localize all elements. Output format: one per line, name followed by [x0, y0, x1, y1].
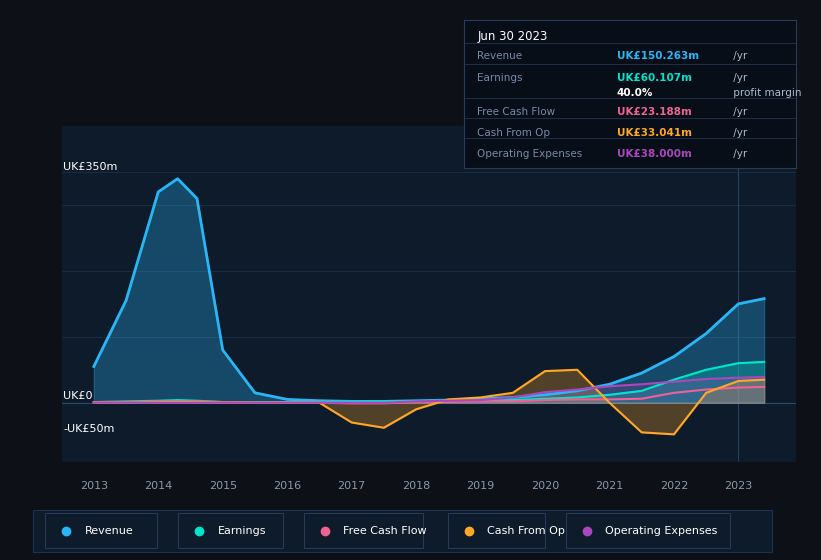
Text: 2021: 2021: [595, 482, 624, 492]
Text: UK£60.107m: UK£60.107m: [617, 73, 692, 83]
Text: Revenue: Revenue: [477, 51, 522, 61]
Text: 2023: 2023: [724, 482, 753, 492]
Text: /yr: /yr: [730, 107, 747, 117]
Text: 2022: 2022: [660, 482, 688, 492]
Text: Earnings: Earnings: [477, 73, 523, 83]
Text: -UK£50m: -UK£50m: [63, 424, 114, 435]
Text: 40.0%: 40.0%: [617, 88, 654, 98]
Text: profit margin: profit margin: [730, 88, 801, 98]
Text: UK£33.041m: UK£33.041m: [617, 128, 692, 138]
Text: 2016: 2016: [273, 482, 301, 492]
Text: Jun 30 2023: Jun 30 2023: [477, 30, 548, 43]
Text: Earnings: Earnings: [218, 526, 266, 535]
Text: 2018: 2018: [402, 482, 430, 492]
Text: UK£38.000m: UK£38.000m: [617, 149, 691, 158]
Text: UK£0: UK£0: [63, 391, 93, 402]
Text: Operating Expenses: Operating Expenses: [477, 149, 582, 158]
Text: Cash From Op: Cash From Op: [477, 128, 550, 138]
Text: Cash From Op: Cash From Op: [488, 526, 565, 535]
Text: 2014: 2014: [144, 482, 172, 492]
Text: /yr: /yr: [730, 128, 747, 138]
Text: 2019: 2019: [466, 482, 495, 492]
Text: Free Cash Flow: Free Cash Flow: [343, 526, 427, 535]
Text: 2013: 2013: [80, 482, 108, 492]
Text: /yr: /yr: [730, 73, 747, 83]
Text: /yr: /yr: [730, 149, 747, 158]
Text: 2015: 2015: [209, 482, 236, 492]
Text: Free Cash Flow: Free Cash Flow: [477, 107, 555, 117]
Text: UK£150.263m: UK£150.263m: [617, 51, 699, 61]
Text: Operating Expenses: Operating Expenses: [606, 526, 718, 535]
Text: UK£350m: UK£350m: [63, 162, 117, 172]
Text: 2017: 2017: [337, 482, 365, 492]
Text: Revenue: Revenue: [85, 526, 133, 535]
Text: 2020: 2020: [531, 482, 559, 492]
Text: UK£23.188m: UK£23.188m: [617, 107, 691, 117]
Text: /yr: /yr: [730, 51, 747, 61]
